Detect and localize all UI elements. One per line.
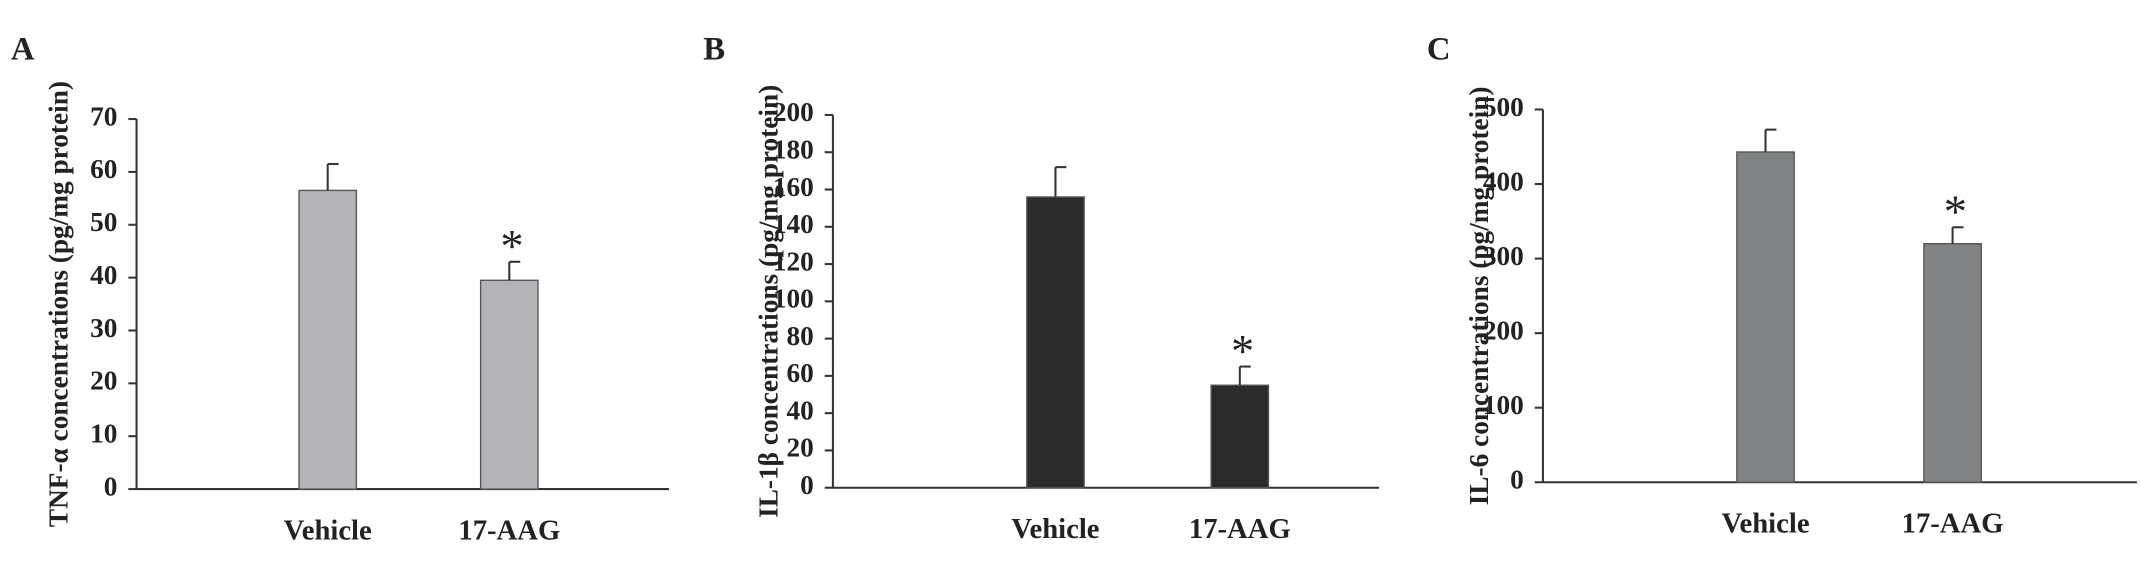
y-tick-label: 160	[773, 172, 814, 202]
panel-label: B	[703, 32, 725, 68]
y-tick-label: 120	[773, 246, 814, 276]
y-tick-label: 60	[787, 358, 814, 388]
y-tick-label: 100	[773, 284, 814, 314]
y-tick-label: 30	[90, 313, 117, 343]
significance-mark: *	[500, 222, 523, 273]
y-tick-label: 200	[773, 97, 814, 127]
y-tick-label: 60	[90, 154, 117, 184]
y-tick-label: 40	[90, 260, 117, 290]
y-tick-label: 80	[787, 321, 814, 351]
bar	[479, 279, 539, 490]
y-tick-label: 500	[1483, 92, 1524, 122]
significance-mark: *	[1944, 187, 1967, 238]
y-tick-label: 0	[800, 470, 814, 500]
y-tick-label: 20	[787, 433, 814, 463]
y-axis-label: IL-1β concentrations (pg/mg protein)	[754, 85, 784, 518]
panel-label: A	[11, 32, 35, 68]
bar	[1210, 384, 1270, 489]
x-tick-label: 17-AAG	[1902, 508, 2004, 540]
x-tick-label: Vehicle	[1721, 508, 1809, 540]
y-tick-label: 10	[90, 418, 117, 448]
x-tick-label: 17-AAG	[1189, 513, 1291, 545]
y-axis-label: IL-6 concentrations (pg/mg protein)	[1464, 86, 1494, 505]
x-tick-label: Vehicle	[1011, 513, 1099, 545]
y-tick-label: 0	[104, 471, 118, 501]
y-tick-label: 200	[1483, 315, 1524, 345]
panel-label: C	[1427, 32, 1451, 68]
y-tick-label: 70	[90, 101, 117, 131]
bar	[298, 189, 358, 490]
bar	[1923, 243, 1982, 483]
y-tick-label: 300	[1483, 241, 1524, 271]
bar	[1736, 151, 1795, 483]
y-tick-label: 400	[1483, 166, 1524, 196]
y-tick-label: 180	[773, 134, 814, 164]
y-tick-label: 50	[90, 207, 117, 237]
y-tick-label: 0	[1510, 465, 1524, 495]
y-tick-label: 140	[773, 209, 814, 239]
x-tick-label: 17-AAG	[458, 514, 560, 546]
x-tick-label: Vehicle	[284, 514, 372, 546]
bar	[1026, 196, 1085, 489]
y-tick-label: 100	[1483, 390, 1524, 420]
significance-mark: *	[1231, 326, 1254, 377]
y-tick-label: 40	[787, 395, 814, 425]
y-tick-label: 20	[90, 366, 117, 396]
y-axis-label: TNF-α concentrations (pg/mg protein)	[44, 81, 74, 527]
